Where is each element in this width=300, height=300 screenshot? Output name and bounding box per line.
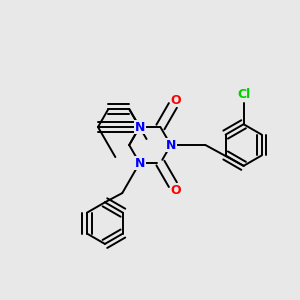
Text: N: N (166, 139, 176, 152)
Text: N: N (134, 157, 145, 169)
Text: Cl: Cl (237, 88, 250, 101)
Text: O: O (171, 94, 181, 106)
Text: N: N (134, 121, 145, 134)
Text: O: O (171, 184, 181, 196)
